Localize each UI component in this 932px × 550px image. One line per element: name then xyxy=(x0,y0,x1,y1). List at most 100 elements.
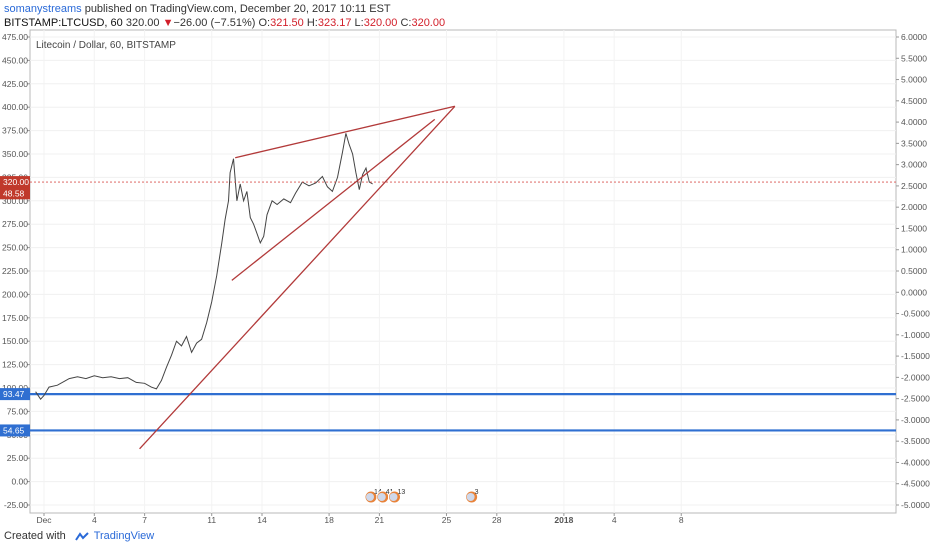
y2-tick-label: 3.5000 xyxy=(901,138,927,148)
x-tick-label: 21 xyxy=(375,515,385,525)
y2-tick-label: -4.0000 xyxy=(901,457,930,467)
open-label: O: xyxy=(258,17,271,29)
y2-tick-label: -0.5000 xyxy=(901,309,930,319)
tradingview-logo-icon xyxy=(74,531,89,541)
trend-lines[interactable] xyxy=(139,105,456,450)
y2-tick-label: 0.0000 xyxy=(901,287,927,297)
y2-tick-label: 4.0000 xyxy=(901,117,927,127)
event-count: 14 xyxy=(374,489,382,496)
y2-tick-label: -1.0000 xyxy=(901,330,930,340)
grid xyxy=(30,30,896,513)
y2-tick-label: 6.0000 xyxy=(901,32,927,42)
x-tick-label: 7 xyxy=(142,515,147,525)
y-tick-label: 425.00 xyxy=(2,79,28,89)
y-tick-label: 475.00 xyxy=(2,32,28,42)
y2-tick-label: -1.5000 xyxy=(901,351,930,361)
support-tag-box xyxy=(0,388,30,401)
price-tag-label: 48.58 xyxy=(3,188,25,198)
x-tick-label: 4 xyxy=(612,515,617,525)
y2-tick-label: 3.0000 xyxy=(901,160,927,170)
x-tick-label: 11 xyxy=(207,515,216,525)
y2-axis: 6.0000 5.5000 5.0000 4.5000 4.0000 3.5000 3.00… xyxy=(896,32,930,510)
last-price: 320.00 xyxy=(125,17,160,29)
y2-tick-label: 2.5000 xyxy=(901,181,927,191)
event-flag-icon xyxy=(377,493,386,501)
close-label: C: xyxy=(400,17,412,29)
y-tick-label: 225.00 xyxy=(2,266,28,276)
high-value: 323.17 xyxy=(317,17,352,29)
y2-tick-label: 2.0000 xyxy=(901,202,927,212)
x-tick-label: 2018 xyxy=(554,515,573,525)
y-tick-label: 300.00 xyxy=(2,196,28,206)
trend-line-upper xyxy=(235,105,456,159)
y-tick-label: 25.00 xyxy=(7,453,29,463)
support-tag-label: 54.65 xyxy=(3,425,25,435)
x-tick-label: 14 xyxy=(257,515,267,525)
price-tag-label: 320.00 xyxy=(3,177,29,187)
price-series xyxy=(30,133,896,401)
y2-tick-label: 0.5000 xyxy=(901,266,927,276)
y2-tick-label: -2.0000 xyxy=(901,372,930,382)
y-tick-label: 200.00 xyxy=(2,289,28,299)
x-tick-label: 8 xyxy=(679,515,684,525)
y2-tick-label: 5.5000 xyxy=(901,53,927,63)
y2-tick-label: 4.5000 xyxy=(901,96,927,106)
y-axis: 475.00450.00425.00400.00375.00350.00325.… xyxy=(2,32,30,510)
y-tick-label: 125.00 xyxy=(2,360,28,370)
y-tick-label: 400.00 xyxy=(2,102,28,112)
x-tick-label: 4 xyxy=(92,515,97,525)
event-flag-icon xyxy=(466,493,475,501)
event-markers[interactable]: 14 41 13 3 xyxy=(364,489,479,504)
price-change: −26.00 (−7.51%) xyxy=(173,17,256,29)
y-tick-label: 175.00 xyxy=(2,313,28,323)
high-label: H: xyxy=(306,17,318,29)
y2-tick-label: 5.0000 xyxy=(901,75,927,85)
y2-tick-label: 1.5000 xyxy=(901,223,927,233)
price-tag-box xyxy=(0,187,30,200)
low-value: 320.00 xyxy=(363,17,398,29)
event-count: 3 xyxy=(475,489,479,496)
y-tick-label: 0.00 xyxy=(11,477,28,487)
event-flag-icon xyxy=(389,493,398,501)
trend-line-lower-1 xyxy=(139,105,456,450)
chart-title: Litecoin / Dollar, 60, BITSTAMP xyxy=(36,40,176,51)
open-value: 321.50 xyxy=(270,17,304,29)
created-with-label: Created with xyxy=(4,530,66,542)
support-levels[interactable] xyxy=(30,393,896,432)
y2-tick-label: -3.0000 xyxy=(901,415,930,425)
y-tick-label: 100.00 xyxy=(2,383,28,393)
y2-tick-label: -3.5000 xyxy=(901,436,930,446)
y-tick-label: 150.00 xyxy=(2,336,28,346)
down-arrow-icon: ▼ xyxy=(162,17,174,29)
footer: Created with TradingView xyxy=(4,530,154,542)
y-tick-label: -25.00 xyxy=(4,500,28,510)
y2-tick-label: -5.0000 xyxy=(901,500,930,510)
y-tick-label: 275.00 xyxy=(2,219,28,229)
publish-info: published on TradingView.com, December 2… xyxy=(81,3,391,15)
low-label: L: xyxy=(354,17,364,29)
support-tag-label: 93.47 xyxy=(3,389,25,399)
symbol-label: BITSTAMP:LTCUSD, 60 xyxy=(4,17,123,29)
y-tick-label: 75.00 xyxy=(7,406,29,416)
author-link[interactable]: somanystreams xyxy=(4,3,82,15)
y-tick-label: 375.00 xyxy=(2,126,28,136)
y2-tick-label: -2.5000 xyxy=(901,394,930,404)
tradingview-brand[interactable]: TradingView xyxy=(93,530,155,542)
y2-tick-label: -4.5000 xyxy=(901,479,930,489)
x-tick-label: Dec xyxy=(36,515,52,525)
close-value: 320.00 xyxy=(411,17,446,29)
x-tick-label: 28 xyxy=(492,515,502,525)
y-tick-label: 450.00 xyxy=(2,55,28,65)
x-tick-label: 25 xyxy=(442,515,452,525)
trend-line-lower-2 xyxy=(231,118,436,281)
x-tick-label: 18 xyxy=(324,515,334,525)
event-count: 41 xyxy=(386,489,394,496)
x-axis: Dec 4 7 11 14 18 21 25 28 2018 4 8 xyxy=(36,513,684,525)
ohlc-header: BITSTAMP:LTCUSD, 60 320.00 ▼−26.00 (−7.5… xyxy=(4,17,445,29)
y2-tick-label: 1.0000 xyxy=(901,245,927,255)
price-tag-box xyxy=(0,176,30,189)
price-line xyxy=(35,133,373,401)
y-tick-label: 350.00 xyxy=(2,149,28,159)
